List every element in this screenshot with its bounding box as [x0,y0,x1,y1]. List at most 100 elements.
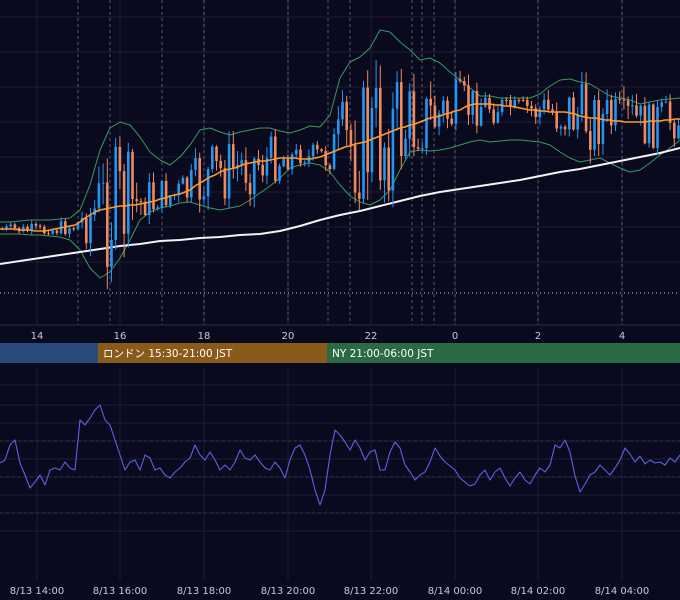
candle-body [202,196,206,200]
candle-body [253,158,256,195]
session-label-2: NY 21:00-06:00 JST [332,348,434,360]
candle-body [85,217,88,244]
candle-body [101,182,105,184]
candle-body [311,144,315,157]
candle-body [496,112,500,123]
candle-body [471,91,474,115]
candle-body [479,106,483,126]
candle-body [43,226,46,234]
candle-body [593,100,596,150]
candle-body [589,131,592,150]
candle-body [555,111,558,129]
candle-body [492,109,495,123]
candle-body [232,144,235,169]
candle-body [261,164,264,176]
candle-body [454,79,458,124]
price-x-tick-label: 16 [114,331,127,342]
session-segment-2 [327,343,680,363]
candle-body [185,177,189,198]
candle-body [5,226,8,229]
candle-body [484,98,487,107]
candle-body [395,82,399,109]
candle-body [244,160,248,183]
candle-body [269,136,273,158]
osc-x-tick-label: 8/13 20:00 [261,586,315,597]
candle-body [437,113,441,127]
candle-body [26,226,29,231]
oscillator-grid [0,368,680,580]
oscillator-line [0,404,680,506]
candle-body [156,207,159,210]
candle-body [551,109,554,112]
candle-body [446,100,449,119]
candle-body [282,159,285,167]
candle-body [127,151,130,234]
session-segment-0 [0,343,98,363]
candle-body [643,105,647,144]
candle-body [190,169,193,198]
candle-body [9,224,12,227]
candle-body [131,151,134,200]
candle-body [215,146,218,161]
candle-body [169,196,172,206]
candle-body [219,160,222,169]
session-segment-1 [98,343,327,363]
candle-body [656,106,659,148]
candle-body [467,85,470,115]
candle-body [584,84,588,132]
candle-body [597,100,600,145]
candle-body [118,146,122,172]
candle-body [626,100,630,106]
candle-body [206,168,210,197]
osc-x-tick-label: 8/14 04:00 [595,586,649,597]
oscillator-series [0,404,680,506]
candlesticks [0,59,680,290]
candle-body [677,125,680,139]
candle-body [358,192,361,199]
candle-body [51,230,54,234]
candle-body [227,144,231,199]
candle-body [324,151,327,166]
candle-body [299,149,302,164]
candle-body [513,100,516,108]
candle-body [114,146,117,240]
candle-body [316,144,319,150]
candle-body [72,228,75,230]
candle-body [295,149,298,155]
candle-body [47,233,50,235]
candle-body [160,180,164,208]
candle-body [559,126,563,129]
candle-body [223,168,227,199]
candle-body [618,98,621,100]
candle-body [421,148,424,150]
candle-body [328,165,332,170]
osc-x-tick-label: 8/14 00:00 [428,586,482,597]
candle-body [248,182,252,195]
candle-body [429,98,432,106]
candle-body [576,114,579,130]
candle-body [97,183,101,209]
candle-body [135,199,138,202]
candle-body [240,160,243,165]
candle-body [517,100,521,101]
price-x-tick-label: 0 [452,331,458,342]
candle-body [345,101,348,130]
candle-body [22,226,25,232]
short-ma-line [0,103,680,232]
candle-body [530,105,533,109]
candle-body [152,182,155,210]
candle-body [668,101,672,123]
candle-body [366,87,369,173]
candle-body [416,147,420,149]
candle-body [526,100,529,106]
candle-body [605,99,609,115]
candle-body [265,157,269,176]
candle-body [475,91,479,126]
candle-body [601,114,605,145]
candle-body [660,102,663,107]
price-x-tick-label: 2 [535,331,541,342]
session-bar: ロンドン 15:30-21:00 JST NY 21:00-06:00 JST [0,343,680,363]
candle-body [673,122,676,139]
